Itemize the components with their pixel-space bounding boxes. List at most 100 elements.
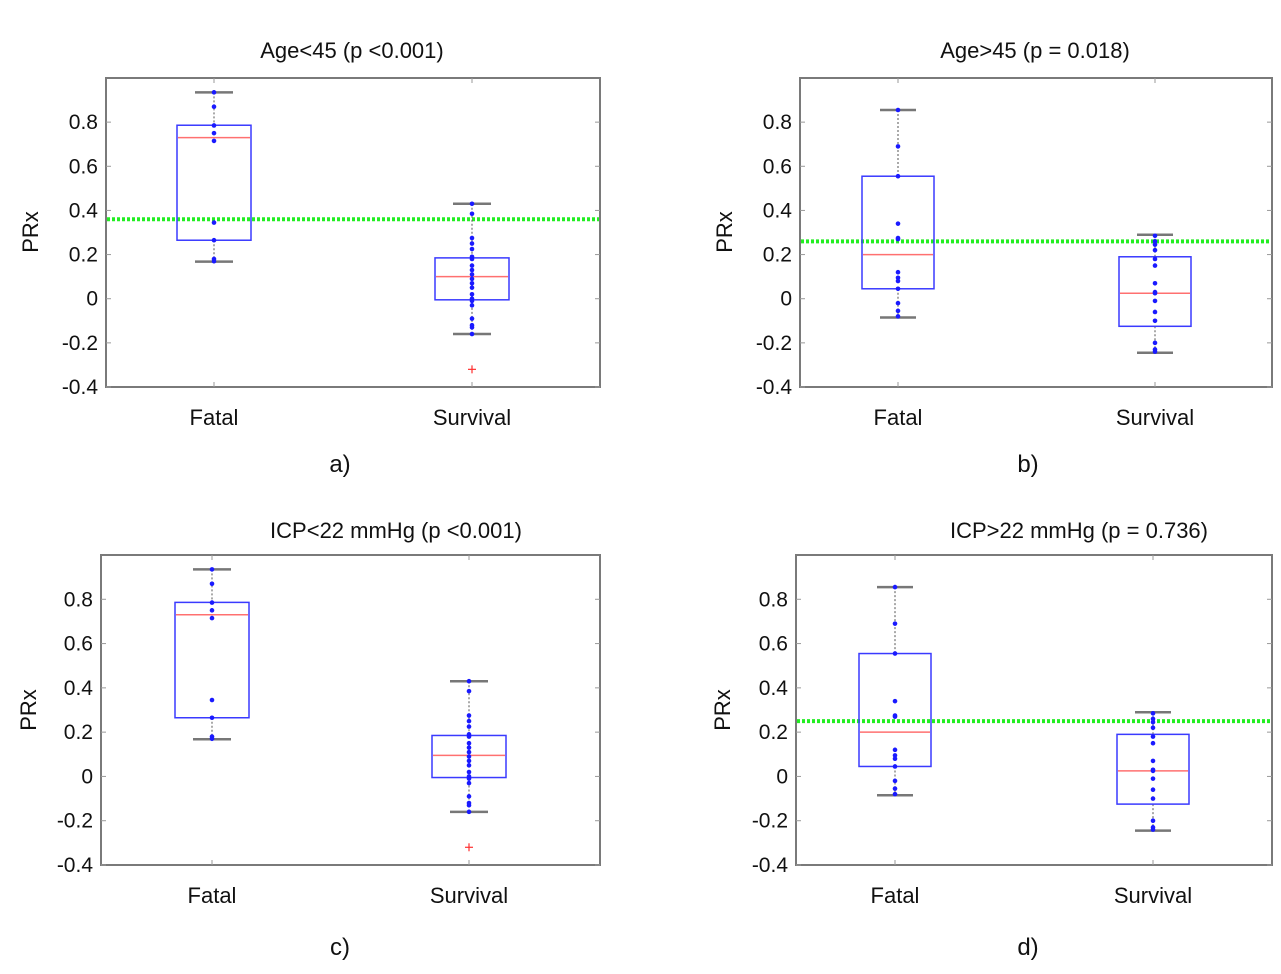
y-tick-label: -0.2	[752, 810, 788, 833]
data-point	[466, 780, 472, 786]
data-point	[466, 740, 472, 746]
data-point	[211, 138, 217, 144]
data-point	[466, 745, 472, 750]
data-point	[895, 275, 901, 281]
x-tick-label: Survival	[433, 405, 511, 430]
chart-title: ICP>22 mmHg (p = 0.736)	[950, 518, 1208, 543]
box-survival: Survival	[433, 78, 511, 430]
data-point	[211, 123, 217, 128]
data-point	[1152, 256, 1158, 262]
axes-frame	[795, 554, 1273, 866]
data-point	[211, 237, 217, 243]
y-tick-label: 0.6	[69, 155, 98, 178]
data-point	[469, 285, 475, 290]
y-tick-label: 0.6	[763, 155, 792, 178]
y-tick-label: -0.4	[752, 854, 789, 877]
data-point	[1150, 740, 1156, 746]
y-tick-label: 0.2	[64, 721, 93, 744]
x-tick-label: Survival	[430, 883, 508, 908]
data-point	[466, 734, 472, 739]
data-point	[469, 201, 475, 207]
y-tick-label: 0	[81, 765, 93, 788]
data-point	[466, 688, 472, 694]
y-tick-label: 0.8	[763, 111, 792, 134]
data-point	[469, 241, 475, 246]
data-point	[895, 269, 901, 275]
data-point	[466, 809, 472, 815]
x-tick-label: Survival	[1114, 883, 1192, 908]
panel-label: a)	[329, 451, 350, 478]
data-point	[211, 130, 217, 136]
data-point	[466, 769, 472, 775]
data-point	[892, 747, 898, 753]
panel-c: ICP<22 mmHg (p <0.001) -0.4 -0.2 0 0.2 0.4 0.6…	[16, 518, 601, 961]
data-point	[209, 715, 215, 721]
data-point	[209, 697, 215, 703]
box-fatal: Fatal	[861, 78, 935, 430]
data-point	[209, 581, 215, 587]
data-point	[469, 211, 475, 217]
data-point	[466, 724, 472, 729]
data-point	[1152, 247, 1158, 253]
y-tick-label: 0.8	[759, 588, 788, 611]
data-point	[211, 104, 217, 109]
data-point	[469, 235, 475, 241]
y-tick-label: -0.4	[57, 854, 94, 877]
data-point	[1152, 263, 1158, 268]
data-point	[466, 678, 472, 684]
y-axis-label: PRx	[710, 689, 735, 731]
data-point	[892, 786, 898, 791]
data-point	[892, 791, 898, 797]
data-point	[469, 267, 475, 273]
data-point	[209, 600, 215, 605]
panel-a: Age<45 (p <0.001) -0.4 -0.2 0 0.2 0.4 0.6 0.8 PR…	[18, 38, 601, 478]
y-axis-label: PRx	[18, 211, 43, 253]
chart-title: Age>45 (p = 0.018)	[940, 38, 1130, 63]
y-tick-label: -0.2	[756, 332, 792, 355]
outlier-marker	[465, 843, 473, 852]
data-point	[469, 246, 475, 252]
y-tick-label: -0.2	[62, 332, 98, 355]
y-tick-label: 0.4	[759, 677, 789, 700]
data-point	[895, 173, 901, 179]
box-survival: Survival	[430, 555, 508, 908]
box-fatal: Fatal	[858, 555, 932, 908]
y-tick-label: 0.6	[64, 633, 93, 656]
y-tick-label: 0.4	[69, 199, 99, 222]
data-point	[895, 278, 901, 284]
y-axis-label: PRx	[16, 689, 41, 731]
data-point	[469, 276, 475, 282]
y-tick-label: -0.4	[62, 376, 99, 399]
data-point	[1150, 734, 1156, 739]
data-point	[1150, 719, 1156, 725]
data-point	[209, 608, 215, 613]
data-point	[1152, 239, 1158, 244]
data-point	[895, 221, 901, 226]
data-point	[466, 763, 472, 768]
box-survival: Survival	[1114, 555, 1192, 908]
y-tick-label: -0.2	[57, 810, 93, 833]
data-point	[209, 736, 215, 742]
panel-label: b)	[1017, 451, 1038, 478]
data-point	[1150, 776, 1156, 781]
data-point	[466, 713, 472, 718]
chart-title: Age<45 (p <0.001)	[260, 38, 443, 63]
y-tick-label: 0.8	[64, 588, 93, 611]
panel-b: Age>45 (p = 0.018) -0.4 -0.2 0 0.2 0.4 0.6 0.8 P…	[712, 38, 1273, 478]
outlier-marker	[468, 365, 476, 374]
data-point	[1150, 827, 1156, 832]
y-tick-label: 0.8	[69, 111, 98, 134]
y-tick-label: 0	[776, 765, 788, 788]
data-point	[469, 292, 475, 297]
data-point	[1152, 280, 1158, 286]
data-point	[466, 749, 472, 755]
data-point	[895, 300, 901, 306]
data-point	[211, 90, 217, 95]
box-survival: Survival	[1116, 78, 1194, 430]
x-tick-label: Fatal	[188, 883, 237, 908]
y-tick-label: 0	[780, 288, 792, 311]
data-point	[469, 316, 475, 321]
data-point	[892, 651, 898, 656]
data-point	[1150, 758, 1156, 764]
